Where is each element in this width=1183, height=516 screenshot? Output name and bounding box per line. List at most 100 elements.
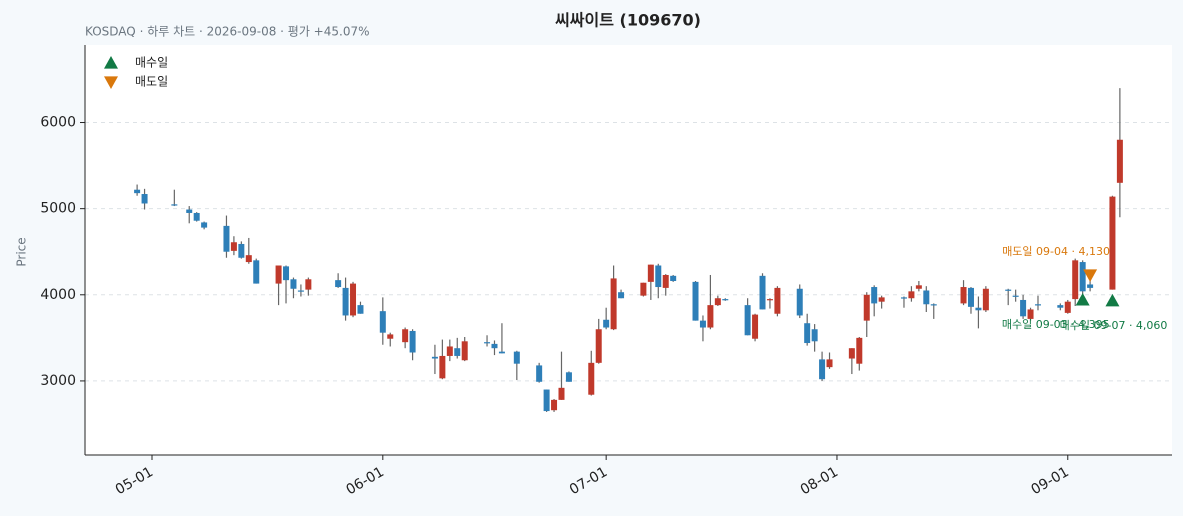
candle-body	[186, 209, 193, 213]
candle-body	[766, 299, 773, 301]
candle-body	[595, 329, 602, 363]
trade-marker	[1075, 292, 1090, 306]
candle-body	[1027, 309, 1034, 319]
candle-body	[804, 323, 811, 344]
candle-body	[1034, 304, 1041, 306]
candle-body	[357, 305, 364, 314]
trade-marker	[1105, 293, 1120, 307]
x-tick-label: 07-01	[567, 464, 610, 498]
candle-body	[774, 287, 781, 314]
trade-marker	[1083, 269, 1098, 282]
candle-body	[618, 292, 625, 299]
candle-body	[647, 264, 654, 282]
legend-label: 매도일	[135, 75, 168, 89]
candle-body	[871, 287, 878, 304]
candle-body	[513, 351, 520, 364]
candle-body	[536, 365, 543, 382]
candle-body	[722, 299, 729, 301]
candle-body	[960, 287, 967, 304]
candle-body	[863, 294, 870, 321]
candle-body	[759, 275, 766, 310]
candle-body	[565, 372, 572, 382]
candle-body	[900, 297, 907, 299]
candle-body	[1072, 260, 1079, 300]
candle-body	[1020, 299, 1027, 317]
candle-body	[856, 337, 863, 364]
candle-body	[253, 260, 260, 284]
candle-body	[707, 305, 714, 328]
candle-body	[335, 280, 342, 288]
candle-body	[171, 204, 178, 206]
candle-body	[1064, 301, 1071, 313]
candle-body	[714, 298, 721, 306]
candle-body	[498, 351, 505, 354]
candle-body	[752, 314, 759, 339]
candle-body	[134, 189, 141, 194]
candle-body	[670, 275, 677, 282]
trade-annotation: 매수일 09-07 · 4,060	[1060, 318, 1168, 332]
candle-body	[245, 255, 252, 263]
candle-body	[908, 291, 915, 299]
y-tick-label: 5000	[40, 201, 76, 217]
candle-body	[230, 242, 237, 251]
legend-label: 매수일	[135, 56, 168, 70]
candle-body	[439, 355, 446, 379]
trade-annotation: 매수일 09-03 · 4,395	[1002, 317, 1110, 331]
candle-body	[1012, 295, 1019, 297]
candle-body	[454, 348, 461, 356]
candle-body	[409, 330, 416, 353]
candle-body	[1079, 262, 1086, 292]
candle-body	[1005, 289, 1012, 291]
candle-body	[982, 288, 989, 311]
y-tick-label: 4000	[40, 287, 76, 303]
candle-body	[238, 243, 245, 258]
plot-area	[85, 45, 1172, 455]
candle-body	[461, 341, 468, 361]
y-tick-label: 3000	[40, 373, 76, 389]
candle-body	[915, 285, 922, 289]
candle-body	[967, 287, 974, 307]
x-tick-label: 05-01	[113, 464, 156, 498]
candle-body	[1109, 196, 1116, 290]
candle-body	[551, 399, 558, 411]
candle-body	[275, 265, 282, 284]
candle-body	[387, 334, 394, 339]
candle-body	[350, 283, 357, 316]
y-tick-label: 6000	[40, 115, 76, 131]
candle-body	[283, 266, 290, 281]
candle-body	[640, 282, 647, 296]
candle-body	[431, 356, 438, 359]
candle-body	[305, 279, 312, 290]
candle-body	[699, 320, 706, 328]
chart-subtitle: KOSDAQ · 하루 차트 · 2026-09-08 · 평가 +45.07%	[85, 25, 370, 39]
candle-body	[588, 362, 595, 395]
candle-body	[342, 287, 349, 316]
candle-body	[141, 194, 148, 204]
candle-body	[975, 307, 982, 311]
candle-body	[811, 329, 818, 342]
candle-body	[692, 281, 699, 321]
candle-body	[826, 359, 833, 368]
candle-body	[923, 290, 930, 305]
candle-body	[491, 343, 498, 349]
candle-body	[662, 274, 669, 288]
x-tick-label: 08-01	[798, 464, 841, 498]
candle-body	[558, 387, 565, 400]
trade-annotation: 매도일 09-04 · 4,130	[1002, 244, 1110, 258]
candle-body	[1057, 305, 1064, 308]
candle-body	[193, 212, 200, 221]
x-tick-label: 06-01	[344, 464, 387, 498]
candle-body	[796, 288, 803, 316]
legend-marker	[104, 76, 118, 89]
candle-body	[484, 342, 491, 344]
candle-body	[603, 319, 610, 328]
candle-body	[655, 265, 662, 288]
candle-body	[1116, 139, 1123, 183]
x-tick-label: 09-01	[1029, 464, 1072, 498]
candle-body	[878, 297, 885, 302]
candle-body	[744, 305, 751, 336]
candle-body	[930, 304, 937, 306]
candle-body	[201, 222, 208, 228]
